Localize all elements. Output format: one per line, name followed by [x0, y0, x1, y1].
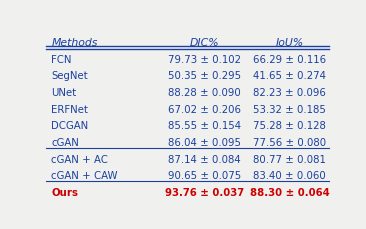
- Text: 41.65 ± 0.274: 41.65 ± 0.274: [253, 71, 326, 81]
- Text: cGAN + AC: cGAN + AC: [51, 154, 108, 164]
- Text: cGAN: cGAN: [51, 137, 79, 147]
- Text: 86.04 ± 0.095: 86.04 ± 0.095: [168, 137, 241, 147]
- Text: 66.29 ± 0.116: 66.29 ± 0.116: [253, 55, 326, 64]
- Text: Ours: Ours: [51, 187, 78, 197]
- Text: FCN: FCN: [51, 55, 72, 64]
- Text: 79.73 ± 0.102: 79.73 ± 0.102: [168, 55, 241, 64]
- Text: 85.55 ± 0.154: 85.55 ± 0.154: [168, 121, 241, 131]
- Text: UNet: UNet: [51, 87, 76, 98]
- Text: 50.35 ± 0.295: 50.35 ± 0.295: [168, 71, 241, 81]
- Text: Methods: Methods: [51, 38, 98, 48]
- Text: DIC%: DIC%: [190, 38, 219, 48]
- Text: 77.56 ± 0.080: 77.56 ± 0.080: [253, 137, 326, 147]
- Text: 82.23 ± 0.096: 82.23 ± 0.096: [253, 87, 326, 98]
- Text: 53.32 ± 0.185: 53.32 ± 0.185: [253, 104, 326, 114]
- Text: 87.14 ± 0.084: 87.14 ± 0.084: [168, 154, 241, 164]
- Text: DCGAN: DCGAN: [51, 121, 89, 131]
- Text: SegNet: SegNet: [51, 71, 88, 81]
- Text: cGAN + CAW: cGAN + CAW: [51, 170, 118, 180]
- Text: 75.28 ± 0.128: 75.28 ± 0.128: [253, 121, 326, 131]
- Text: 80.77 ± 0.081: 80.77 ± 0.081: [253, 154, 326, 164]
- Text: ERFNet: ERFNet: [51, 104, 89, 114]
- Text: 90.65 ± 0.075: 90.65 ± 0.075: [168, 170, 241, 180]
- Text: 88.28 ± 0.090: 88.28 ± 0.090: [168, 87, 241, 98]
- Text: 83.40 ± 0.060: 83.40 ± 0.060: [253, 170, 326, 180]
- Text: 93.76 ± 0.037: 93.76 ± 0.037: [165, 187, 244, 197]
- Text: 67.02 ± 0.206: 67.02 ± 0.206: [168, 104, 241, 114]
- Text: 88.30 ± 0.064: 88.30 ± 0.064: [250, 187, 329, 197]
- Text: IoU%: IoU%: [276, 38, 304, 48]
